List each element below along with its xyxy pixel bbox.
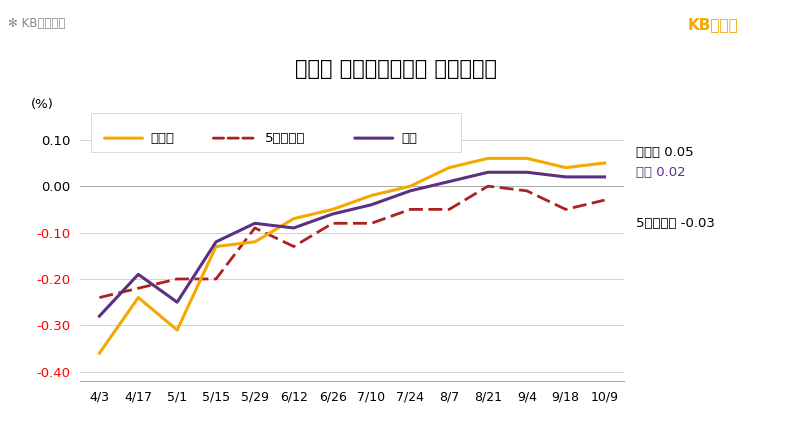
FancyBboxPatch shape [91, 113, 461, 152]
Text: 5개광역시 -0.03: 5개광역시 -0.03 [636, 217, 715, 230]
Text: 5개광역시: 5개광역시 [265, 132, 306, 145]
Text: 수도권 0.05: 수도권 0.05 [636, 145, 694, 158]
Text: 전국 0.02: 전국 0.02 [636, 166, 686, 179]
Text: 전국: 전국 [401, 132, 417, 145]
Text: 지역별 아파트매매가격 주간변동률: 지역별 아파트매매가격 주간변동률 [295, 59, 497, 79]
Text: KB부동산: KB부동산 [688, 17, 738, 32]
Text: 수도권: 수도권 [150, 132, 174, 145]
Text: ✻ KB국민은행: ✻ KB국민은행 [8, 17, 66, 30]
Text: (%): (%) [31, 98, 54, 111]
